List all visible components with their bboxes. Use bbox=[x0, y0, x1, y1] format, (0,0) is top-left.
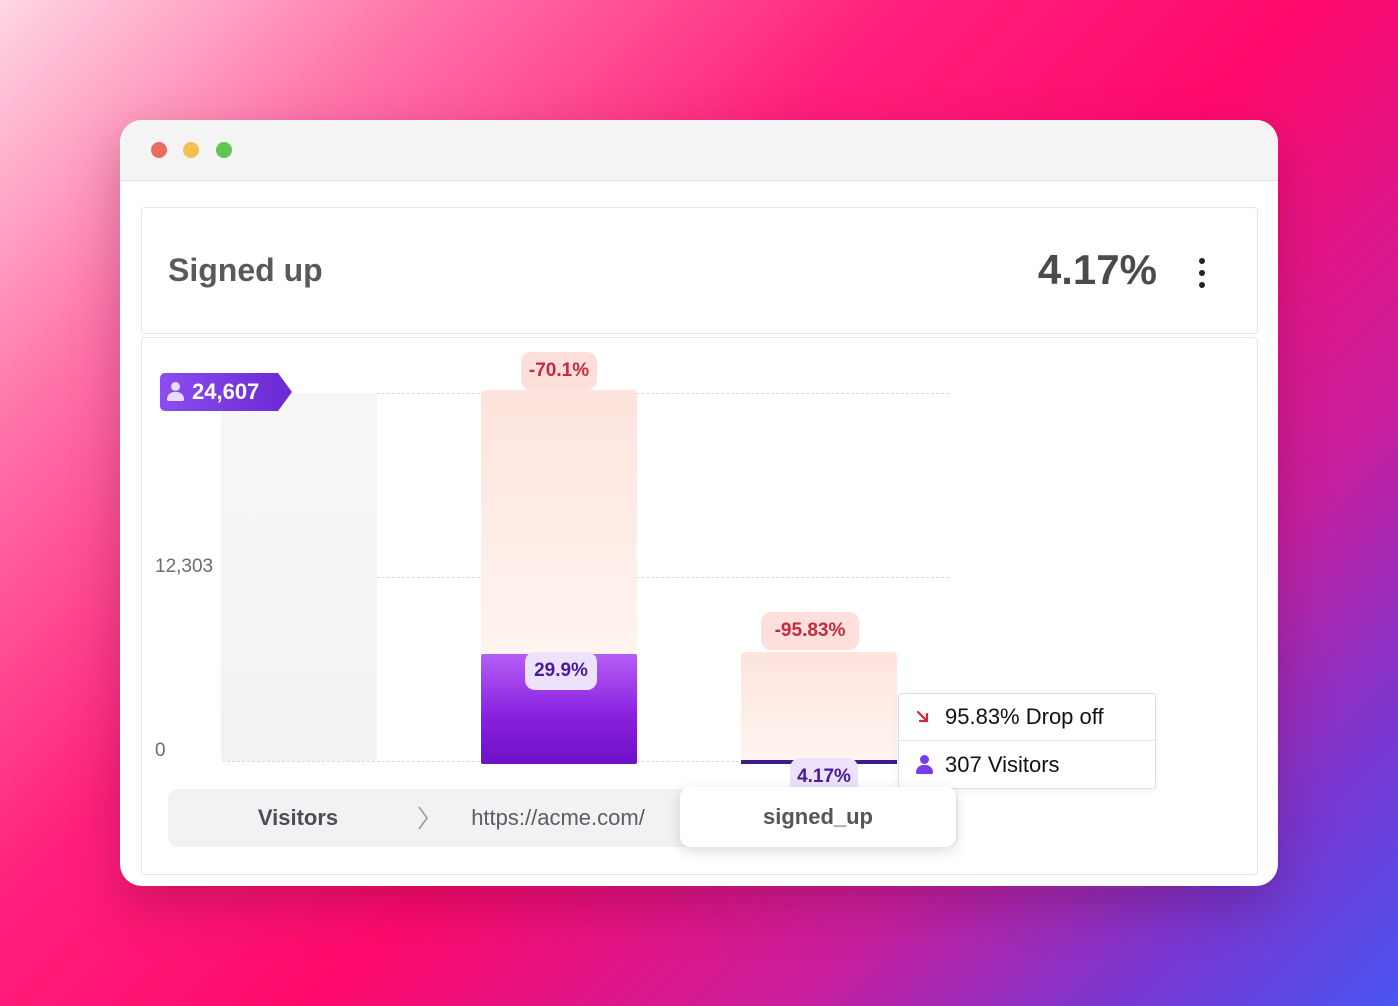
dropoff-badge-acme: -70.1% bbox=[521, 352, 597, 390]
arrow-down-right-icon bbox=[915, 709, 935, 725]
total-visitors-value: 24,607 bbox=[192, 379, 260, 404]
dropoff-badge-signed-up: -95.83% bbox=[761, 612, 859, 650]
funnel-chart: 12,303 0 -70.1% 29.9% -95.83% 4.17% 24,6… bbox=[141, 337, 1258, 875]
funnel-steps-bar: Visitors https://acme.com/ signed_up bbox=[168, 787, 958, 847]
y-axis-label-zero: 0 bbox=[155, 740, 166, 761]
window-titlebar bbox=[120, 120, 1278, 181]
tooltip-dropoff-text: 95.83% Drop off bbox=[945, 704, 1104, 729]
tooltip-dropoff-row: 95.83% Drop off bbox=[899, 694, 1155, 741]
bar-visitors[interactable] bbox=[221, 393, 377, 761]
step-visitors[interactable]: Visitors bbox=[257, 805, 339, 830]
conversion-rate-value: 4.17% bbox=[1037, 246, 1157, 293]
step-tooltip: 95.83% Drop off 307 Visitors bbox=[898, 693, 1156, 789]
bar-acme-dropoff[interactable] bbox=[481, 390, 637, 654]
conversion-badge-acme: 29.9% bbox=[525, 652, 597, 690]
tooltip-visitors-text: 307 Visitors bbox=[945, 751, 1060, 777]
kebab-icon[interactable] bbox=[1195, 258, 1209, 288]
maximize-window-button[interactable] bbox=[216, 142, 232, 158]
total-visitors-tag: 24,607 bbox=[160, 373, 292, 411]
step-signed-up[interactable]: signed_up bbox=[680, 787, 956, 847]
step-acme-url[interactable]: https://acme.com/ bbox=[471, 805, 645, 830]
card-title: Signed up bbox=[168, 252, 323, 288]
tooltip-visitors-row: 307 Visitors bbox=[899, 741, 1155, 788]
chevron-right-icon bbox=[418, 806, 428, 830]
user-icon bbox=[915, 754, 935, 775]
funnel-card-header: Signed up 4.17% bbox=[141, 207, 1258, 334]
close-window-button[interactable] bbox=[151, 142, 167, 158]
bar-signed-up-dropoff[interactable] bbox=[741, 652, 897, 760]
y-axis-label-mid: 12,303 bbox=[155, 556, 214, 577]
user-icon bbox=[166, 382, 184, 402]
minimize-window-button[interactable] bbox=[183, 142, 199, 158]
app-window: Signed up 4.17% 12,303 0 -70.1% 29.9% -9… bbox=[120, 120, 1278, 886]
